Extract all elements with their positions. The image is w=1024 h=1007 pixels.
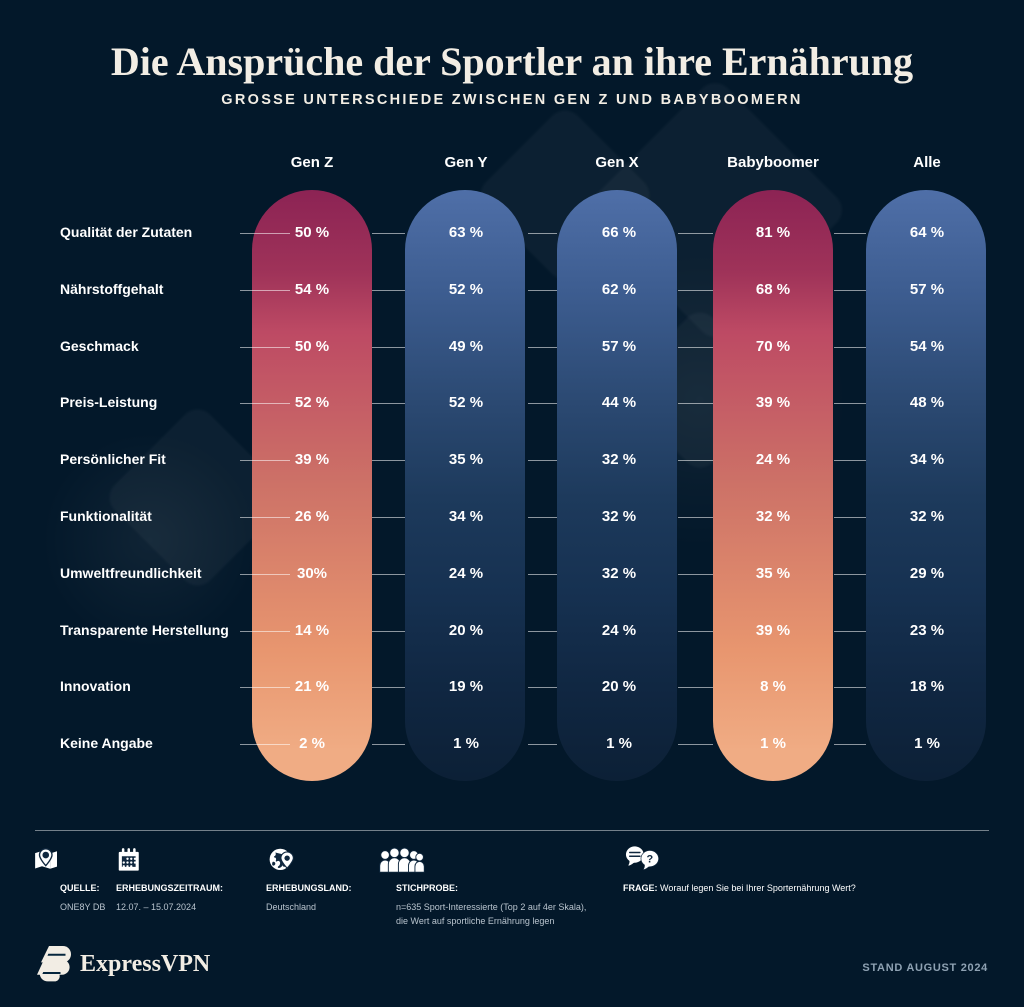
svg-text:?: ? xyxy=(646,854,653,866)
